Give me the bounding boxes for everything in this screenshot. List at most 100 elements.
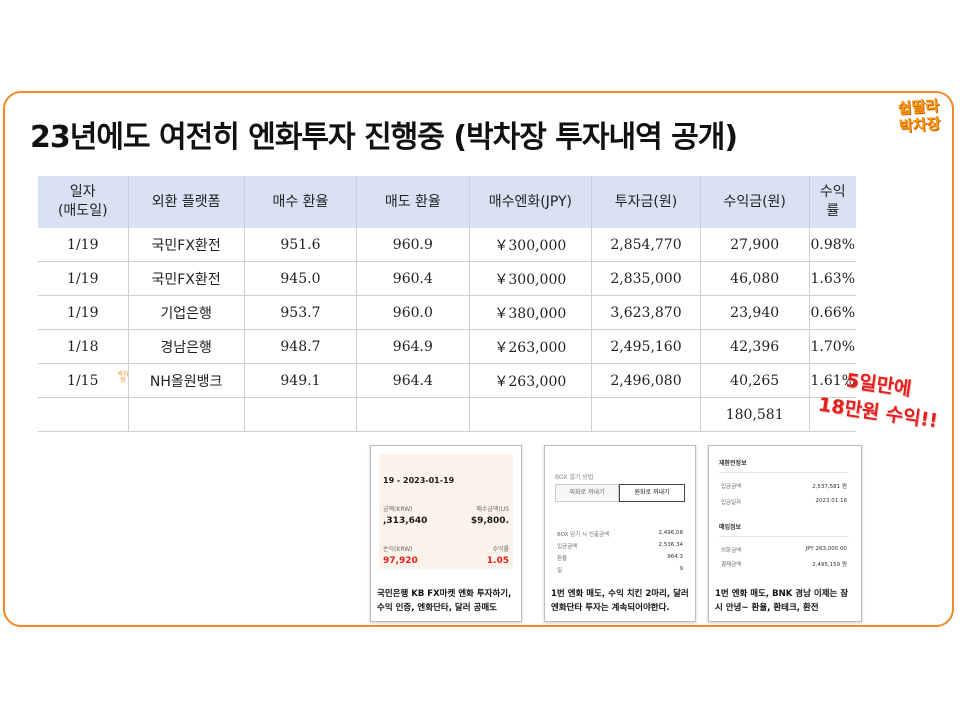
kb-label-b: 매수금액(US [476,506,509,513]
table-row: 1/19 국민FX환전 945.0 960.4 ￥300,000 2,835,000 46,… [38,261,856,296]
box-row: 입금금액 2,536,34 [557,542,683,550]
blog-card-kb[interactable]: 19 - 2023-01-19 금액(KRW) 매수금액(US ,313,640… [370,445,522,622]
table-cell: 960.0 [356,295,470,330]
bnk-section-a: 재환전정보 [719,460,747,467]
table-cell: 949.1 [243,363,357,398]
withdraw-foreign-button: 외화로 꺼내기 [555,484,619,502]
table-cell: 1.61% [808,363,856,398]
table-cell: ￥300,000 [468,261,592,296]
table-cell: 23,940 [699,295,810,330]
table-cell: 42,396 [699,329,810,364]
table-header-row: 일자 (매도일) 외환 플랫폼 매수 환율 매도 환율 매수엔화(JPY) 투자금… [38,176,856,228]
kb-label-d: 수익률 [492,546,509,553]
kb-value-d: 1.05 [486,556,509,566]
table-cell: ￥263,000 [468,329,592,364]
box-row: 환율 964.3 [557,554,683,562]
table-row: 180,581 [38,397,856,432]
table-cell: 2,854,770 [591,228,701,262]
withdraw-krw-button: 원화로 꺼내기 [619,484,685,502]
bnk-row-value: JPY 263,000.00 [805,546,847,552]
bnk-row: 입금금액 2,537,581 원 [721,482,847,490]
box-header: BOX 열기 방법 [555,474,594,481]
table-cell: 964.9 [356,329,470,364]
table-cell: 국민FX환전 [127,261,245,296]
kb-value-c: 97,920 [383,556,418,566]
card-caption: 1번 엔화 매도, BNK 경남 이제는 잠시 안녕~ 환율, 환테크, 환전 [715,589,849,613]
table-cell: 945.0 [243,261,357,296]
table-cell: 2,495,160 [591,329,701,364]
box-row-label: 일 [557,568,563,574]
table-cell: 3,623,870 [591,295,701,330]
table-cell: ￥300,000 [468,228,592,262]
page-title: 23년에도 여전히 엔화투자 진행중 (박차장 투자내역 공개) [30,120,738,155]
table-cell [591,397,701,432]
table-cell: 0.66% [808,295,856,330]
investment-table: 일자 (매도일) 외환 플랫폼 매수 환율 매도 환율 매수엔화(JPY) 투자금… [38,176,856,432]
table-cell: 27,900 [699,228,810,262]
box-row-label: BOX 담기 시 인출금액 [557,532,610,538]
header-date: 일자 (매도일) [38,176,129,228]
table-cell: 953.7 [243,295,357,330]
table-cell [808,397,856,432]
header-buy-rate: 매수 환율 [243,176,357,228]
table-cell: 1/15 [38,363,129,398]
card-caption: 국민은행 KB FX마켓 엔화 투자하기, 수익 인증, 엔화단타, 달러 공매… [377,589,512,613]
table-cell: 46,080 [699,261,810,296]
bnk-screenshot: 재환전정보 입금금액 2,537,581 원 입금일자 2023.01.16 매입정… [717,454,853,569]
bnk-row-label: 입금금액 [721,484,742,490]
bnk-row: 결제금액 2,495,159 원 [721,560,847,568]
tiny-watermark: 박차장 [117,371,129,384]
table-cell: 1.70% [808,329,856,364]
box-row-value: 964.3 [667,554,683,560]
table-cell: 기업은행 [127,295,245,330]
table-cell: 960.4 [356,261,470,296]
box-row-label: 입금금액 [557,544,578,550]
header-invest: 투자금(원) [591,176,701,228]
slide-frame [3,91,954,627]
bnk-row-label: 입금일자 [721,500,742,506]
table-cell: 1/19 [38,228,129,262]
divider [719,536,849,537]
table-cell: 1/19 [38,295,129,330]
kb-label-c: 손익(KRW) [383,546,413,553]
table-row: 1/19 국민FX환전 951.6 960.9 ￥300,000 2,854,770 27,… [38,228,856,262]
table-cell: 2,835,000 [591,261,701,296]
table-row: 1/15 NH올원뱅크 949.1 964.4 ￥263,000 2,496,080 40,… [38,363,856,398]
table-cell: ￥263,000 [468,363,592,398]
table-cell [468,397,592,432]
header-profit: 수익금(원) [699,176,810,228]
table-cell: 40,265 [699,363,810,398]
bnk-row-label: 외화금액 [721,548,742,554]
table-cell: 964.4 [356,363,470,398]
table-cell: 951.6 [243,228,357,262]
blog-card-bnk[interactable]: 재환전정보 입금금액 2,537,581 원 입금일자 2023.01.16 매입정… [708,445,862,622]
kb-value-a: ,313,640 [383,516,428,526]
kb-screenshot: 19 - 2023-01-19 금액(KRW) 매수금액(US ,313,640… [379,454,513,569]
header-rate: 수익률 [808,176,856,228]
card-caption: 1번 엔화 매도, 수익 치킨 2마리, 달러 엔화단타 투자는 계속되어야한다… [551,589,689,613]
table-cell: ￥380,000 [468,295,592,330]
kb-label-a: 금액(KRW) [383,506,413,513]
blog-card-chicken[interactable]: BOX 열기 방법 외화로 꺼내기 원화로 꺼내기 BOX 담기 시 인출금액 2… [544,445,696,622]
table-cell: 948.7 [243,329,357,364]
table-cell: 국민FX환전 [127,228,245,262]
table-cell: 0.98% [808,228,856,262]
bnk-row-value: 2,495,159 원 [812,562,847,568]
box-row-value: 2,496,08 [658,530,684,536]
table-cell: 960.9 [356,228,470,262]
table-cell: 2,496,080 [591,363,701,398]
table-cell: 1/18 [38,329,129,364]
header-date-l2: (매도일) [57,203,108,219]
table-cell: NH올원뱅크 [127,363,245,398]
divider [719,472,849,473]
bnk-row: 외화금액 JPY 263,000.00 [721,546,847,554]
kb-value-b: $9,800. [470,516,509,526]
header-jpy: 매수엔화(JPY) [468,176,592,228]
brand-logo: 쉽딸라 박차장 [887,96,951,136]
table-row: 1/18 경남은행 948.7 964.9 ￥263,000 2,495,160 42,39… [38,329,856,364]
bnk-row: 입금일자 2023.01.16 [721,498,847,506]
box-row-value: 9 [679,566,684,572]
box-row: BOX 담기 시 인출금액 2,496,08 [557,530,683,538]
bnk-section-b: 매입정보 [719,524,742,531]
